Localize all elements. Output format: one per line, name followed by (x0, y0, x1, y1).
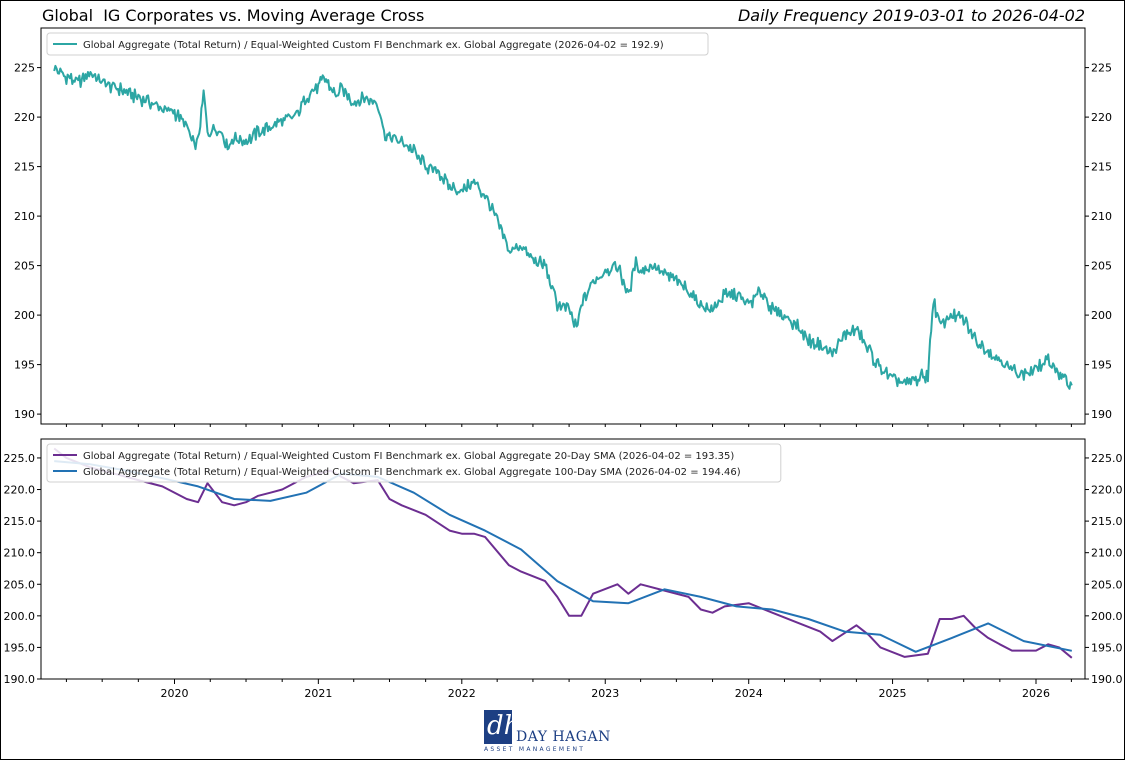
x-tick-label: 2022 (448, 687, 476, 700)
legend-label: Global Aggregate (Total Return) / Equal-… (83, 467, 741, 478)
y-tick-label-left: 200 (14, 309, 35, 322)
y-tick-label-left: 190 (14, 408, 35, 421)
y-tick-label-right: 205.0 (1091, 578, 1123, 591)
y-tick-label-right: 190 (1091, 408, 1112, 421)
y-tick-label-left: 200.0 (4, 610, 36, 623)
x-tick-label: 2021 (304, 687, 332, 700)
y-tick-label-left: 225 (14, 62, 35, 75)
x-tick-label: 2025 (879, 687, 907, 700)
y-tick-label-right: 205 (1091, 260, 1112, 273)
legend-box (46, 443, 782, 483)
chart-panel-1: 190 190 195 195 200 200 205 205 210 210 215 215 220 2… (14, 27, 1112, 427)
y-tick-label-left: 210.0 (4, 547, 36, 560)
series-line-1 (53, 447, 1073, 659)
series-line-2 (54, 460, 1072, 653)
y-tick-label-right: 220 (1091, 111, 1112, 124)
y-tick-label-right: 210 (1091, 210, 1112, 223)
y-tick-label-right: 200 (1091, 309, 1112, 322)
x-tick-label: 2023 (591, 687, 619, 700)
y-tick-label-right: 210.0 (1091, 547, 1123, 560)
y-tick-label-right: 200.0 (1091, 610, 1123, 623)
y-tick-label-left: 215.0 (4, 515, 36, 528)
company-logo: dh DAY HAGAN ASSET MANAGEMENT (484, 710, 614, 756)
y-tick-label-right: 215 (1091, 161, 1112, 174)
y-tick-label-right: 220.0 (1091, 484, 1123, 497)
series-line-1 (53, 64, 1073, 390)
plot-area (40, 27, 1086, 425)
legend-label: Global Aggregate (Total Return) / Equal-… (83, 451, 734, 462)
y-tick-label-left: 190.0 (4, 673, 36, 686)
x-tick-label: 2024 (735, 687, 763, 700)
date-range-subtitle: Daily Frequency 2019-03-01 to 2026-04-02 (737, 6, 1085, 25)
plot-area (40, 438, 1086, 680)
y-tick-label-left: 195 (14, 359, 35, 372)
y-tick-label-left: 220 (14, 111, 35, 124)
y-tick-label-right: 190.0 (1091, 673, 1123, 686)
y-tick-label-left: 205.0 (4, 578, 36, 591)
y-tick-label-left: 205 (14, 260, 35, 273)
y-tick-label-right: 195 (1091, 359, 1112, 372)
logo-mark-icon: dh (484, 710, 520, 744)
y-tick-label-left: 215 (14, 161, 35, 174)
logo-name: DAY HAGAN (516, 729, 611, 745)
y-tick-label-left: 210 (14, 210, 35, 223)
y-tick-label-left: 220.0 (4, 484, 36, 497)
y-tick-label-right: 225.0 (1091, 452, 1123, 465)
logo-subtitle: ASSET MANAGEMENT (484, 746, 586, 753)
chart-title: Global IG Corporates vs. Moving Average … (42, 6, 425, 25)
y-tick-label-right: 225 (1091, 62, 1112, 75)
y-tick-label-right: 215.0 (1091, 515, 1123, 528)
y-tick-label-left: 225.0 (4, 452, 36, 465)
x-tick-label: 2026 (1022, 687, 1050, 700)
legend-label: Global Aggregate (Total Return) / Equal-… (83, 40, 664, 51)
chart-panel-2: 190.0 190.0 195.0 195.0 200.0 200.0 205.0 205.0… (4, 438, 1123, 700)
y-tick-label-right: 195.0 (1091, 641, 1123, 654)
y-tick-label-left: 195.0 (4, 641, 36, 654)
legend-box (46, 32, 709, 56)
x-tick-label: 2020 (160, 687, 188, 700)
